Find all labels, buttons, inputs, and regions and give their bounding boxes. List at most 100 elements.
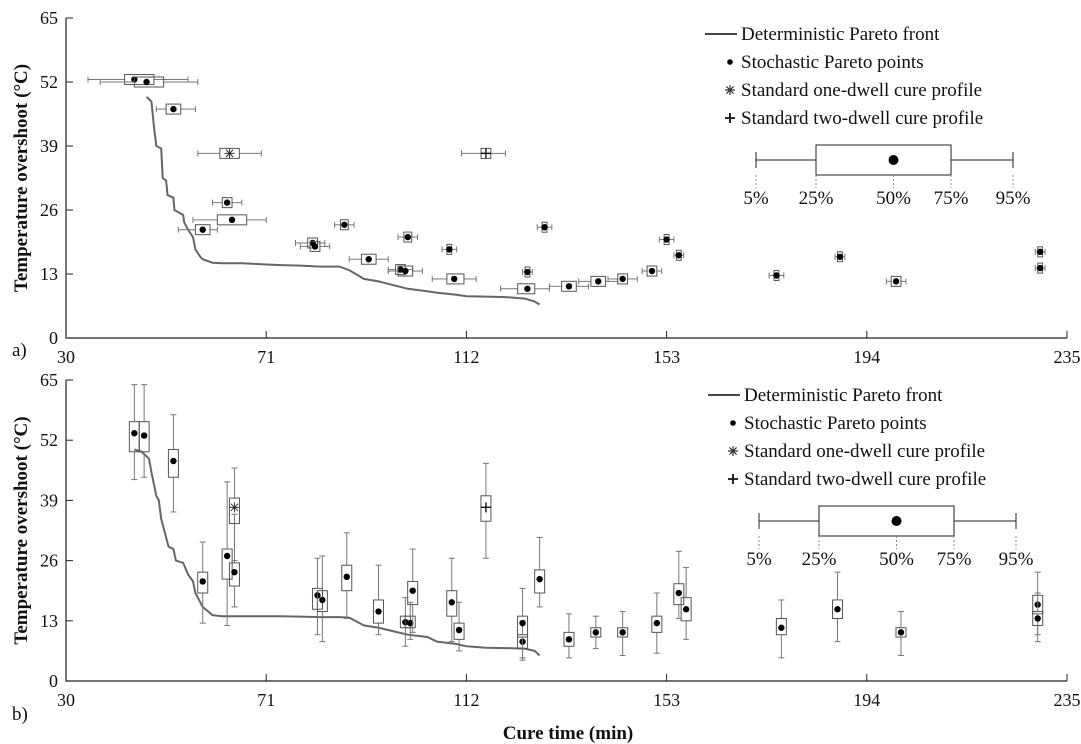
stochastic-point — [673, 249, 685, 261]
iqr-box — [832, 599, 844, 619]
legend-item: Stochastic Pareto points — [730, 413, 927, 434]
iqr-box — [216, 214, 248, 226]
stochastic-point — [221, 481, 233, 626]
star-marker — [229, 502, 240, 513]
y-tick-label: 0 — [49, 328, 58, 348]
legend-plus-swatch — [725, 113, 735, 123]
iqr-box — [534, 569, 546, 594]
iqr-box — [221, 548, 233, 580]
iqr-box — [446, 273, 465, 285]
point-marker — [836, 253, 844, 260]
panel-tag: a) — [12, 340, 27, 361]
key-percentile-label: 50% — [876, 188, 911, 209]
point-marker — [1036, 248, 1044, 256]
legend-plus-swatch — [728, 474, 738, 484]
key-percentile-label: 95% — [996, 188, 1031, 209]
legend-label: Deterministic Pareto front — [744, 385, 943, 406]
x-tick-label: 194 — [853, 690, 880, 710]
point-marker — [448, 599, 455, 606]
iqr-box — [651, 615, 663, 633]
point-marker — [663, 236, 670, 243]
y-tick-label: 52 — [40, 72, 58, 92]
stochastic-point — [578, 275, 619, 287]
x-tick-label: 30 — [57, 690, 75, 710]
iqr-box — [404, 615, 416, 629]
point-marker — [1034, 615, 1041, 622]
stochastic-point — [407, 548, 419, 633]
key-percentile-label: 25% — [799, 188, 834, 209]
stochastic-point — [651, 592, 663, 654]
stochastic-point — [534, 536, 546, 608]
key-percentile-label: 50% — [879, 549, 914, 570]
y-tick-label: 13 — [40, 264, 58, 284]
stochastic-point — [834, 251, 846, 263]
stochastic-point — [155, 103, 196, 115]
point-marker — [565, 283, 573, 290]
point-marker — [524, 268, 531, 276]
point-marker — [450, 275, 458, 283]
stochastic-point — [775, 599, 787, 659]
stochastic-point — [453, 601, 465, 652]
pareto-front-line — [145, 96, 541, 306]
point-marker — [407, 619, 414, 627]
stochastic-point — [1034, 246, 1046, 258]
stochastic-point — [548, 280, 589, 292]
legend-dot-swatch — [727, 59, 733, 65]
point-marker — [565, 636, 573, 643]
stochastic-point — [99, 76, 199, 88]
x-tick-label: 71 — [257, 690, 275, 710]
point-marker — [682, 606, 690, 613]
y-axis-title: Temperature overshoot (°C) — [11, 416, 32, 644]
iqr-box — [124, 74, 155, 86]
stochastic-point — [768, 269, 785, 281]
iqr-box — [673, 583, 685, 606]
point-marker — [834, 606, 841, 613]
point-marker — [170, 105, 177, 113]
legend-dot-swatch — [730, 420, 736, 426]
point-marker — [223, 199, 231, 206]
point-marker — [524, 285, 531, 292]
point-marker — [648, 267, 656, 275]
point-marker — [592, 629, 599, 636]
two-dwell-point — [461, 147, 506, 159]
stochastic-point — [431, 273, 477, 285]
y-tick-label: 13 — [40, 611, 58, 631]
plus-marker — [480, 502, 491, 513]
point-marker — [541, 224, 548, 231]
stochastic-point — [334, 219, 355, 231]
legend-item: Deterministic Pareto front — [705, 24, 940, 45]
iqr-box — [397, 265, 414, 277]
one-dwell-point — [197, 147, 262, 159]
legend-item: Deterministic Pareto front — [708, 385, 943, 406]
key-percentile-label: 5% — [746, 549, 772, 570]
point-marker — [228, 216, 236, 224]
stochastic-point — [536, 221, 553, 233]
stochastic-point — [1034, 262, 1046, 274]
point-marker — [778, 624, 785, 631]
point-marker — [773, 272, 780, 279]
legend-item: Standard two-dwell cure profile — [725, 108, 983, 129]
x-tick-label: 235 — [1054, 347, 1081, 367]
x-tick-label: 194 — [853, 347, 880, 367]
iqr-box — [316, 590, 328, 613]
point-marker — [140, 432, 148, 439]
point-marker — [319, 596, 326, 604]
y-tick-label: 0 — [49, 671, 58, 691]
iqr-box — [309, 240, 321, 252]
x-tick-label: 153 — [653, 347, 680, 367]
iqr-box — [646, 265, 658, 277]
point-marker — [397, 266, 404, 273]
y-tick-label: 39 — [40, 136, 58, 156]
stochastic-point — [404, 601, 416, 640]
point-marker — [619, 275, 626, 283]
stochastic-point — [387, 265, 423, 277]
legend-label: Standard two-dwell cure profile — [741, 108, 983, 129]
iqr-box — [341, 564, 353, 592]
iqr-box — [617, 627, 629, 638]
stochastic-point — [373, 564, 385, 636]
boxplot-key: 5% 25% 50% 75% 95% — [746, 505, 1034, 570]
iqr-box — [197, 571, 209, 594]
point-marker — [131, 430, 138, 437]
plus-marker — [480, 148, 491, 159]
stochastic-point — [607, 273, 638, 285]
